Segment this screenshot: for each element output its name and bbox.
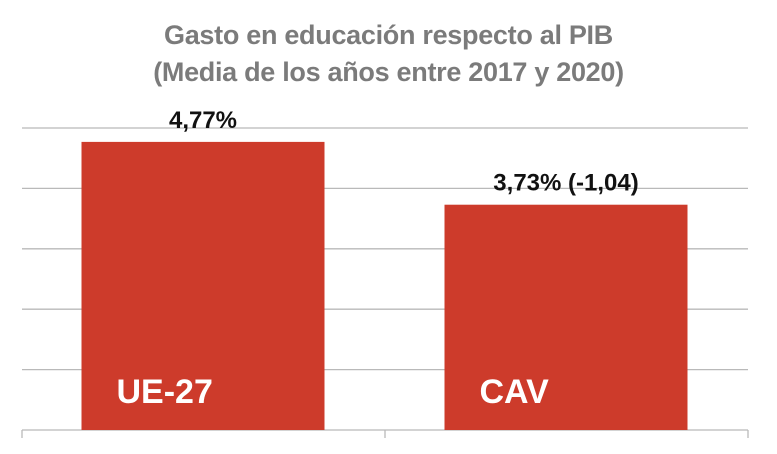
bar-cav [444, 204, 688, 430]
category-label: UE-27 [117, 373, 213, 411]
bars [81, 141, 688, 430]
chart-subtitle: (Media de los años entre 2017 y 2020) [153, 57, 624, 87]
bar-ue-27 [81, 141, 325, 430]
category-label: CAV [480, 373, 550, 411]
data-label: 3,73% (-1,04) [493, 170, 638, 197]
data-label: 4,77% [169, 107, 237, 134]
data-labels: 4,77% UE-27 3,73% (-1,04) CAV [117, 107, 639, 411]
chart-title: Gasto en educación respecto al PIB [164, 20, 613, 50]
